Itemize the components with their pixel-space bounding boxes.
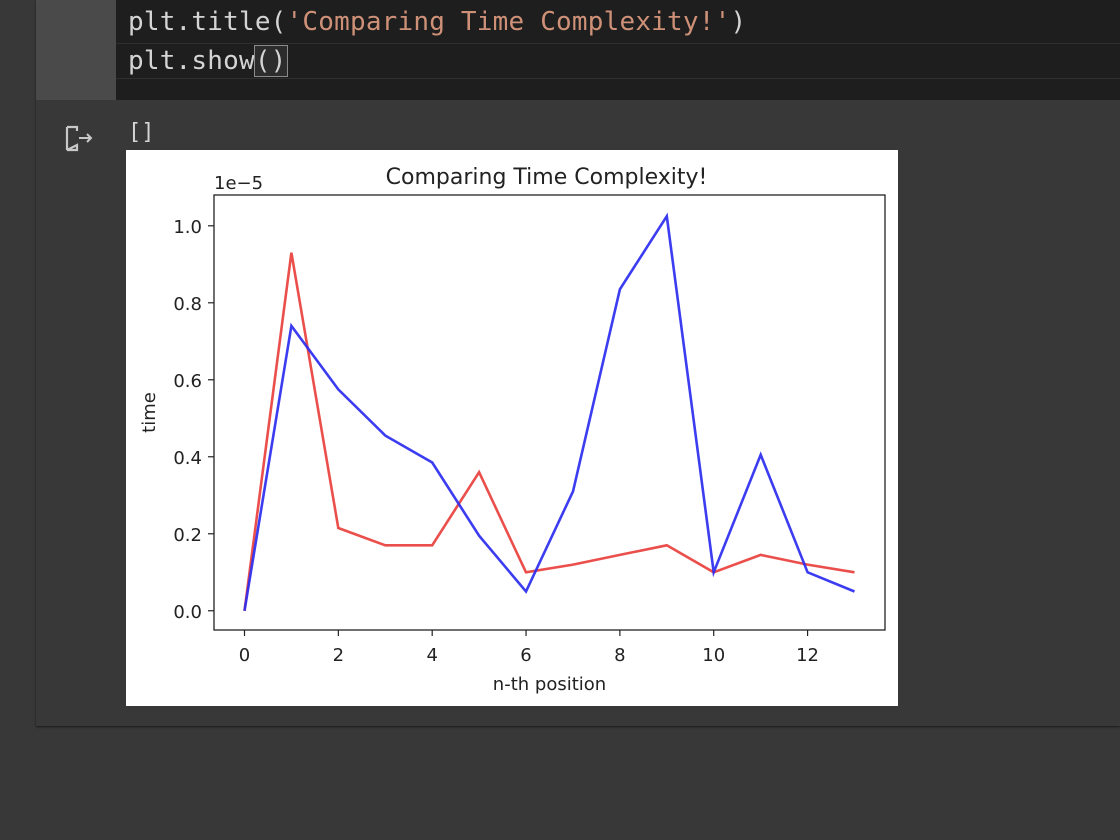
y-tick-label: 0.4 (173, 448, 202, 469)
bracket-match-highlight: () (253, 45, 288, 77)
chart-title: Comparing Time Complexity! (386, 165, 708, 190)
x-tick-label: 6 (520, 645, 531, 666)
x-tick-label: 8 (614, 645, 625, 666)
x-tick-label: 4 (426, 645, 437, 666)
y-tick-label: 0.8 (173, 294, 202, 315)
x-axis-label: n-th position (493, 674, 606, 695)
code-editor[interactable]: plt.title('Comparing Time Complexity!') … (116, 0, 1120, 100)
code-function: plt.show (128, 46, 255, 76)
code-close-paren: ) (730, 7, 747, 37)
y-tick-label: 0.2 (173, 525, 202, 546)
plot-output: 0 2 4 6 8 10 12 0.0 0.2 0.4 0.6 0.8 1.0 Comparing Tim… (126, 150, 898, 706)
line-chart: 0 2 4 6 8 10 12 0.0 0.2 0.4 0.6 0.8 1.0 Comparing Tim… (139, 165, 886, 695)
x-tick-label: 10 (702, 645, 725, 666)
plot-area-frame (213, 194, 886, 631)
output-text: [] (128, 120, 155, 145)
y-axis-offset-label: 1e−5 (214, 173, 263, 194)
y-tick-label: 0.6 (173, 371, 202, 392)
y-tick-label: 1.0 (173, 217, 202, 238)
code-string: 'Comparing Time Complexity!' (286, 7, 731, 37)
current-line-highlight (116, 43, 1120, 79)
x-tick-label: 2 (333, 645, 344, 666)
y-tick-label: 0.0 (173, 602, 202, 623)
series-line-2 (243, 212, 855, 612)
series-line-1 (243, 252, 855, 611)
y-axis-label: time (139, 392, 160, 433)
code-line-1[interactable]: plt.title('Comparing Time Complexity!') (128, 4, 746, 40)
code-line-2[interactable]: plt.show() (128, 43, 288, 79)
x-tick-label: 12 (796, 645, 819, 666)
x-tick-label: 0 (239, 645, 250, 666)
code-function: plt.title( (128, 7, 287, 37)
cell-gutter[interactable] (36, 0, 116, 100)
output-arrow-icon[interactable] (64, 124, 94, 154)
